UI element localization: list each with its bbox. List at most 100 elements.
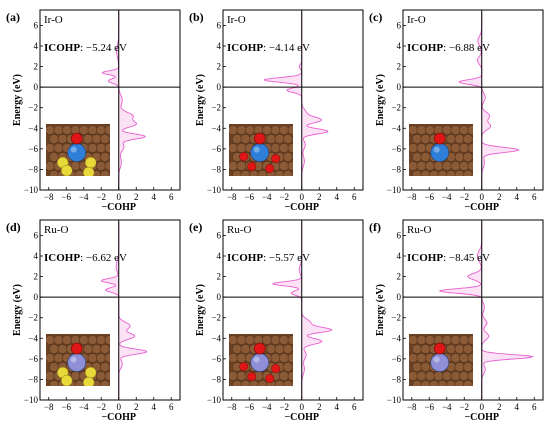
substrate-atom bbox=[442, 125, 452, 135]
metal-atom bbox=[430, 143, 450, 162]
cohp-panel-e: −8 −6 −4 −2 0 2 4 6 −10 −8 −6 −4 −2 0 2 4 6 −COHP Energy (… bbox=[189, 219, 364, 423]
substrate-atom bbox=[100, 170, 110, 176]
substrate-atom bbox=[433, 161, 444, 171]
substrate-atom bbox=[420, 344, 431, 354]
substrate-atom bbox=[425, 125, 435, 135]
y-axis-label: Energy (eV) bbox=[12, 284, 23, 336]
y-tick-label: 6 bbox=[397, 230, 402, 240]
y-tick-label: −10 bbox=[24, 395, 39, 405]
substrate-atom bbox=[287, 143, 293, 153]
icohp-text: ICOHP: −8.45 eV bbox=[407, 252, 490, 264]
substrate-atom bbox=[270, 353, 281, 363]
substrate-atom bbox=[409, 353, 418, 363]
x-axis-label: −COHP bbox=[284, 202, 319, 213]
substrate-atom bbox=[104, 353, 110, 363]
substrate-atom bbox=[236, 371, 247, 381]
y-tick-label: 4 bbox=[34, 251, 39, 261]
bond-label: Ru-O bbox=[44, 224, 69, 236]
y-tick-label: −8 bbox=[211, 374, 221, 384]
substrate-atom bbox=[463, 380, 473, 386]
substrate-atom bbox=[100, 344, 110, 354]
sulfur-atom bbox=[82, 376, 95, 386]
substrate-atom bbox=[100, 380, 110, 386]
substrate-atom bbox=[108, 381, 110, 386]
bond-label: Ru-O bbox=[407, 224, 432, 236]
substrate-atom bbox=[108, 153, 110, 161]
substrate-atom bbox=[274, 134, 285, 144]
y-tick-label: −2 bbox=[28, 103, 38, 113]
substrate-atom bbox=[49, 170, 59, 176]
metal-atom bbox=[250, 143, 270, 162]
substrate-atom bbox=[463, 134, 473, 144]
x-tick-label: −6 bbox=[244, 192, 254, 202]
y-tick-label: −6 bbox=[211, 354, 221, 364]
x-tick-label: 2 bbox=[317, 192, 322, 202]
substrate-atom bbox=[104, 143, 110, 153]
substrate-atom bbox=[49, 362, 59, 372]
substrate-atom bbox=[229, 371, 238, 381]
x-tick-label: 4 bbox=[152, 402, 157, 412]
metal-atom bbox=[67, 143, 87, 162]
substrate-atom bbox=[442, 335, 452, 345]
x-tick-label: −6 bbox=[424, 192, 434, 202]
substrate-atom bbox=[459, 143, 469, 153]
substrate-atom bbox=[454, 152, 465, 162]
oxygen-atom bbox=[265, 164, 275, 174]
substrate-atom bbox=[450, 335, 461, 345]
y-tick-label: 6 bbox=[34, 230, 39, 240]
x-tick-label: −2 bbox=[279, 402, 289, 412]
substrate-atom bbox=[420, 362, 431, 372]
substrate-atom bbox=[471, 363, 473, 371]
substrate-atom bbox=[87, 125, 98, 135]
substrate-atom bbox=[229, 335, 238, 345]
substrate-atom bbox=[46, 125, 55, 135]
x-tick-label: 0 bbox=[117, 402, 122, 412]
substrate-atom bbox=[108, 171, 110, 176]
substrate-atom bbox=[454, 170, 465, 176]
oxygen-atom bbox=[239, 362, 249, 372]
substrate-atom bbox=[291, 153, 293, 161]
y-tick-label: −8 bbox=[28, 374, 38, 384]
substrate-atom bbox=[62, 335, 72, 345]
substrate-atom bbox=[87, 143, 98, 153]
substrate-atom bbox=[429, 170, 439, 176]
substrate-atom bbox=[409, 335, 418, 345]
y-tick-label: −8 bbox=[391, 374, 401, 384]
cohp-panel-a: −8 −6 −4 −2 0 2 4 6 −10 −8 −6 −4 −2 0 2 4 6 −COHP Energy (… bbox=[6, 9, 181, 213]
substrate-atom bbox=[100, 134, 110, 144]
substrate-atom bbox=[287, 371, 293, 381]
substrate-atom bbox=[96, 143, 106, 153]
substrate-atom bbox=[467, 335, 473, 345]
substrate-atom bbox=[416, 371, 427, 381]
sulfur-atom bbox=[84, 366, 97, 379]
substrate-atom bbox=[236, 335, 247, 345]
y-tick-label: −10 bbox=[207, 185, 222, 195]
substrate-atom bbox=[257, 380, 268, 386]
substrate-atom bbox=[62, 125, 72, 135]
substrate-atom bbox=[240, 170, 251, 176]
bond-label: Ir-O bbox=[227, 14, 246, 26]
substrate-atom bbox=[274, 344, 285, 354]
x-tick-label: 6 bbox=[532, 192, 537, 202]
substrate-atom bbox=[108, 345, 110, 353]
substrate-atom bbox=[49, 134, 59, 144]
substrate-atom bbox=[53, 143, 64, 153]
bond-label: Ru-O bbox=[227, 224, 252, 236]
plot-frame bbox=[39, 219, 181, 401]
metal-atom bbox=[250, 353, 270, 372]
x-tick-label: 0 bbox=[480, 192, 485, 202]
x-tick-label: 0 bbox=[300, 192, 305, 202]
substrate-atom bbox=[279, 161, 289, 171]
substrate-atom bbox=[49, 152, 59, 162]
x-tick-label: −6 bbox=[244, 402, 254, 412]
substrate-atom bbox=[49, 380, 59, 386]
substrate-atom bbox=[232, 344, 242, 354]
sulfur-atom bbox=[60, 164, 73, 176]
x-tick-label: −8 bbox=[227, 192, 237, 202]
substrate-atom bbox=[96, 335, 106, 345]
substrate-atom bbox=[283, 362, 293, 372]
substrate-atom bbox=[409, 143, 418, 153]
y-tick-label: −4 bbox=[391, 333, 401, 343]
substrate-atom bbox=[279, 335, 289, 345]
substrate-atom bbox=[450, 353, 461, 363]
